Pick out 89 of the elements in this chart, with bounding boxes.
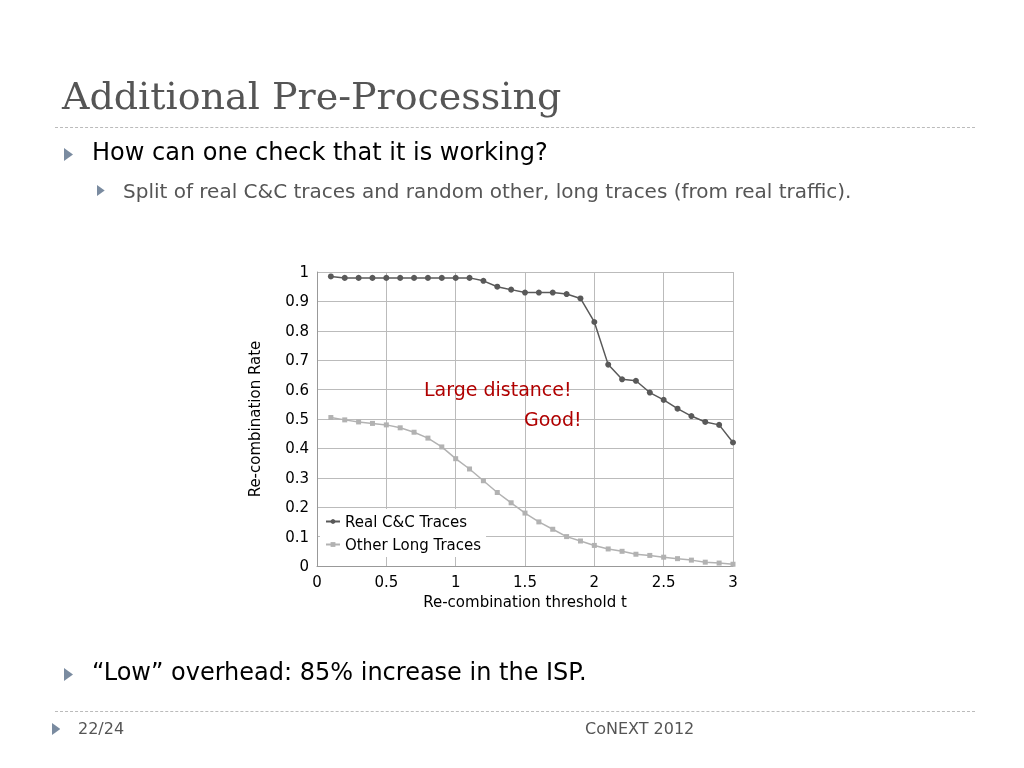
- point: [605, 361, 612, 368]
- point: [577, 538, 583, 544]
- point: [438, 274, 445, 281]
- point: [702, 418, 709, 425]
- point: [341, 274, 348, 281]
- point: [397, 425, 403, 431]
- annotation: Large distance!: [424, 378, 572, 400]
- y-axis-title: Re-combination Rate: [245, 340, 264, 498]
- text: CoNEXT 2012: [585, 719, 695, 738]
- text: 22/24: [78, 719, 125, 738]
- y-tick-label: 0.7: [285, 351, 309, 370]
- point: [356, 419, 362, 425]
- y-tick-label: 0.1: [285, 527, 309, 546]
- point: [328, 415, 334, 421]
- y-tick-label: 0.9: [285, 292, 309, 311]
- point: [397, 274, 404, 281]
- y-tick-label: 0.5: [285, 410, 309, 428]
- point: [480, 478, 486, 484]
- annotation: Good!: [524, 408, 582, 430]
- point: [716, 421, 723, 428]
- chart-subtitle: How can one check that it is working?: [92, 138, 548, 166]
- point: [605, 546, 611, 552]
- x-tick-label: 2: [589, 572, 600, 591]
- x-tick-label: 2.5: [651, 572, 676, 591]
- y-tick-label: 0.2: [285, 498, 309, 517]
- point: [550, 526, 556, 532]
- point: [536, 519, 542, 525]
- legend-label: Other Long Traces: [345, 535, 482, 554]
- point: [369, 420, 375, 426]
- point: [355, 274, 362, 281]
- point: [535, 289, 542, 296]
- point: [730, 561, 736, 567]
- point: [452, 274, 459, 281]
- point: [466, 274, 473, 281]
- point: [619, 548, 625, 554]
- point: [383, 422, 389, 428]
- legend-label: Real C&C Traces: [345, 512, 468, 531]
- point: [564, 534, 570, 540]
- x-tick-label: 1: [450, 572, 461, 591]
- point: [383, 274, 390, 281]
- y-tick-label: 1: [299, 263, 309, 281]
- point: [688, 557, 694, 563]
- text: “Low” overhead: 85% increase in the ISP.: [92, 658, 587, 686]
- chart-title: Additional Pre-Processing: [62, 74, 562, 118]
- point: [425, 435, 431, 441]
- point: [716, 560, 722, 566]
- point: [522, 289, 528, 296]
- point: [342, 417, 348, 423]
- x-tick-label: 0.5: [374, 572, 399, 591]
- text: Split of real C&C traces and random other, long traces (from real traffic).: [123, 179, 852, 203]
- point: [522, 510, 528, 516]
- point: [508, 286, 515, 293]
- point: [494, 283, 501, 290]
- point: [647, 552, 653, 558]
- x-tick-label: 1.5: [513, 572, 537, 591]
- point: [439, 444, 445, 450]
- point: [660, 396, 667, 403]
- y-tick-label: 0.8: [285, 321, 309, 340]
- point: [411, 274, 418, 281]
- y-tick-label: 0: [299, 557, 309, 575]
- point: [424, 274, 431, 281]
- point: [467, 466, 473, 472]
- x-tick-label: 3: [728, 572, 738, 591]
- point: [508, 500, 514, 506]
- point: [591, 542, 597, 548]
- point: [591, 318, 598, 325]
- point: [632, 377, 639, 384]
- point: [675, 556, 681, 562]
- point: [369, 274, 376, 281]
- point: [661, 554, 667, 560]
- point: [619, 376, 626, 383]
- point: [730, 439, 736, 446]
- point: [453, 456, 459, 462]
- y-tick-label: 0.4: [285, 439, 309, 458]
- point: [577, 295, 584, 302]
- point: [646, 389, 653, 396]
- point: [702, 559, 708, 565]
- x-tick-label: 0: [312, 572, 322, 591]
- y-tick-label: 0.6: [285, 380, 309, 399]
- point: [674, 405, 681, 412]
- point: [327, 273, 334, 280]
- point: [688, 413, 695, 420]
- point: [494, 490, 500, 495]
- point: [563, 291, 570, 298]
- point: [411, 429, 417, 435]
- y-tick-label: 0.3: [285, 468, 309, 487]
- point: [480, 277, 487, 284]
- point: [633, 551, 639, 557]
- x-axis-title: Re-combination threshold t: [423, 592, 627, 611]
